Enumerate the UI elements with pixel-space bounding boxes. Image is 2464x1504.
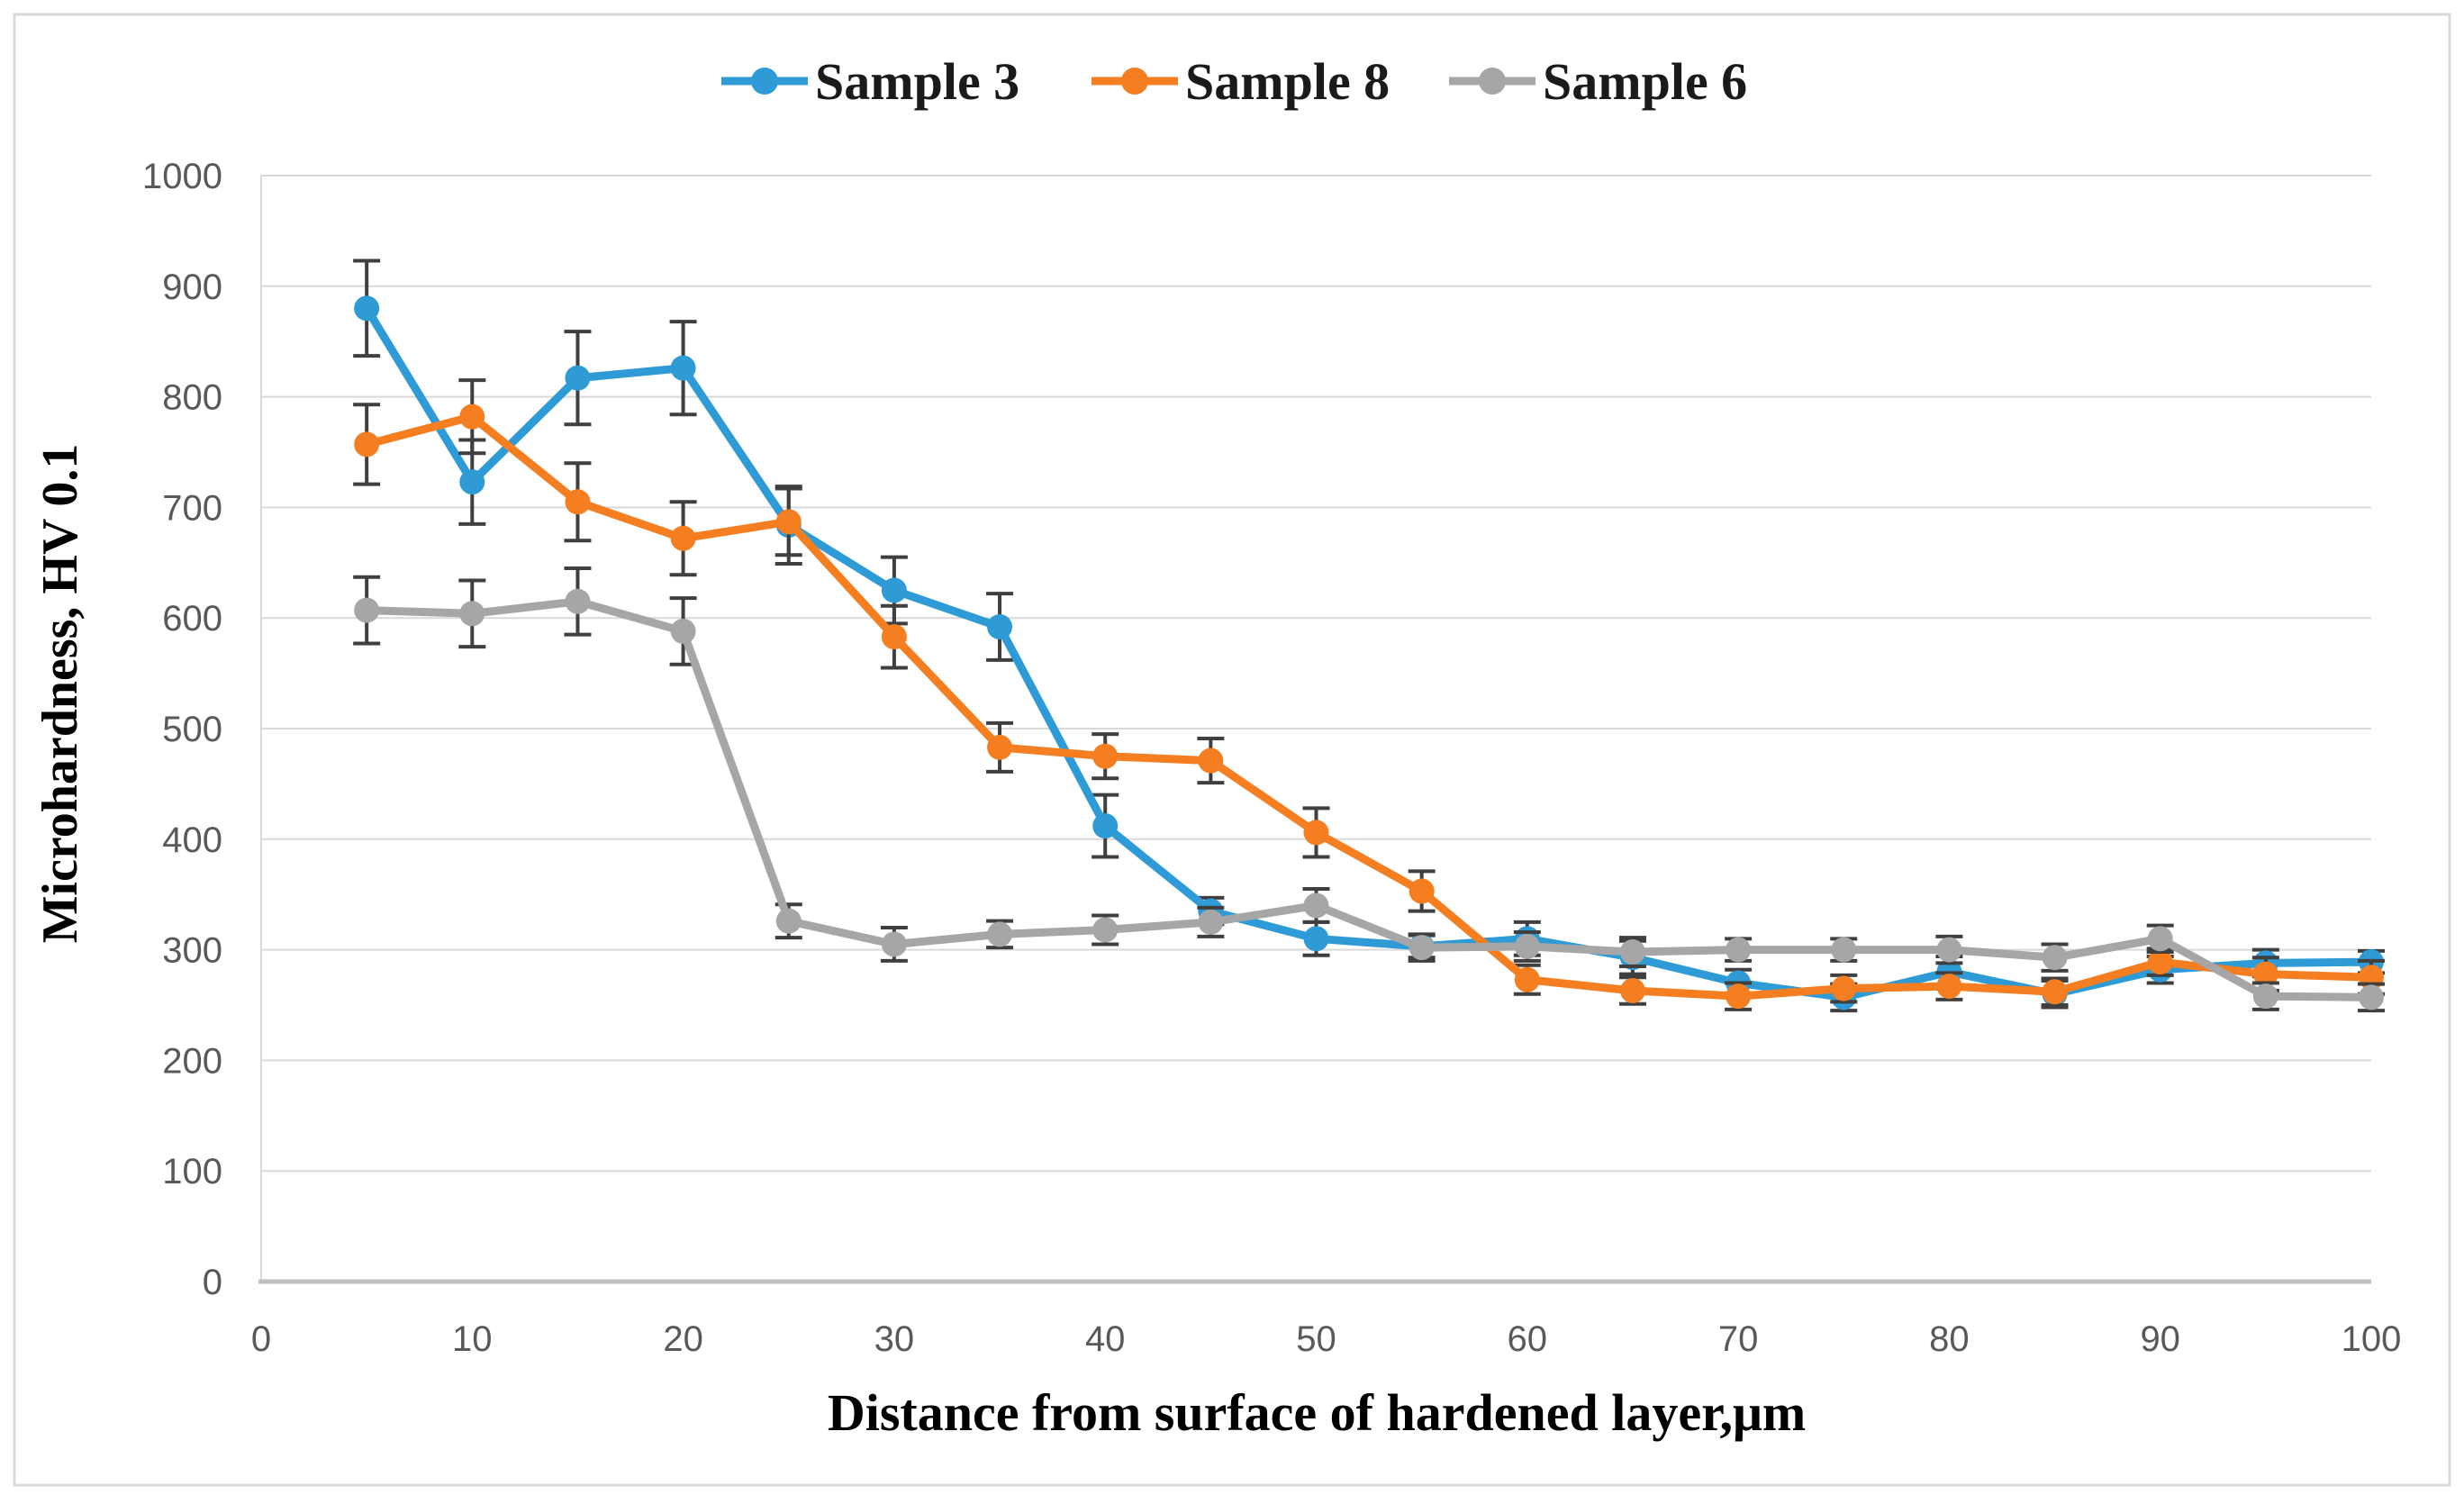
y-tick-label-1000: 1000 <box>142 157 222 196</box>
data-point-sample-8-80 <box>1936 974 1962 1000</box>
data-point-sample-6-35 <box>987 921 1013 947</box>
data-point-sample-8-15 <box>565 489 591 515</box>
legend-marker-sample-8 <box>1092 68 1178 95</box>
data-point-sample-8-50 <box>1303 820 1329 846</box>
axes-group <box>258 176 2371 1284</box>
y-tick-label-800: 800 <box>162 378 222 418</box>
data-point-sample-8-25 <box>775 509 802 535</box>
legend-dot <box>751 68 778 95</box>
data-point-sample-6-80 <box>1936 937 1962 963</box>
data-point-sample-6-95 <box>2252 983 2278 1010</box>
y-tick-label-200: 200 <box>162 1041 222 1081</box>
data-point-sample-3-30 <box>881 577 907 603</box>
x-tick-label-80: 80 <box>1929 1319 1970 1359</box>
data-point-sample-3-10 <box>459 469 485 495</box>
y-tick-label-600: 600 <box>162 599 222 639</box>
data-point-sample-3-20 <box>670 355 696 381</box>
data-point-sample-6-15 <box>565 588 591 614</box>
series-sample-6 <box>353 566 2385 1013</box>
data-point-sample-6-85 <box>2042 945 2068 971</box>
x-axis-title: Distance from surface of hardened layer,… <box>828 1383 1806 1442</box>
legend-marker-sample-6 <box>1449 68 1535 95</box>
data-point-sample-6-100 <box>2359 984 2384 1010</box>
data-point-sample-3-5 <box>354 295 380 322</box>
legend-marker-sample-3 <box>721 68 808 95</box>
y-tick-label-300: 300 <box>162 931 222 971</box>
x-tick-label-90: 90 <box>2140 1319 2180 1359</box>
y-tick-label-900: 900 <box>162 267 222 307</box>
data-point-sample-6-60 <box>1514 933 1540 959</box>
legend-markers <box>721 68 1535 95</box>
legend-dot <box>1121 68 1148 95</box>
legend-label-sample-6: Sample 6 <box>1543 52 1747 111</box>
series-sample-8 <box>353 378 2385 1011</box>
data-point-sample-8-75 <box>1831 975 1857 1001</box>
x-tick-label-20: 20 <box>663 1319 703 1359</box>
data-point-sample-8-5 <box>354 431 380 458</box>
data-point-sample-6-65 <box>1619 939 1645 965</box>
data-point-sample-3-40 <box>1092 813 1119 839</box>
data-point-sample-6-50 <box>1303 892 1329 919</box>
data-point-sample-6-70 <box>1726 937 1752 963</box>
figure-border <box>13 13 2451 1487</box>
series-sample-3 <box>353 258 2385 1013</box>
data-point-sample-6-25 <box>775 908 802 934</box>
data-point-sample-6-45 <box>1198 909 1224 935</box>
legend-label-sample-8: Sample 8 <box>1185 52 1390 111</box>
chart-legend: Sample 3 Sample 8 Sample 6 <box>721 52 1747 111</box>
x-tick-label-100: 100 <box>2342 1319 2402 1359</box>
data-point-sample-8-30 <box>881 624 907 650</box>
data-point-sample-3-15 <box>565 365 591 391</box>
data-point-sample-6-20 <box>670 618 696 644</box>
data-point-sample-3-50 <box>1303 926 1329 952</box>
data-point-sample-6-10 <box>459 601 485 627</box>
x-tick-label-70: 70 <box>1718 1319 1759 1359</box>
series-group <box>353 258 2385 1013</box>
data-point-sample-8-40 <box>1092 743 1119 769</box>
data-point-sample-8-10 <box>459 403 485 430</box>
x-tick-label-40: 40 <box>1085 1319 1126 1359</box>
data-point-sample-8-55 <box>1409 878 1435 904</box>
data-point-sample-3-35 <box>987 614 1013 640</box>
legend-dot <box>1479 68 1506 95</box>
data-point-sample-8-60 <box>1514 966 1540 992</box>
data-point-sample-8-70 <box>1726 983 1752 1010</box>
data-point-sample-6-30 <box>881 931 907 957</box>
line-sample-6 <box>362 597 2376 1001</box>
x-tick-label-50: 50 <box>1296 1319 1336 1359</box>
y-tick-label-0: 0 <box>203 1263 222 1302</box>
data-point-sample-8-65 <box>1619 978 1645 1004</box>
line-sample-3 <box>362 304 2376 1001</box>
data-point-sample-6-55 <box>1409 935 1435 961</box>
data-point-sample-6-90 <box>2147 926 2173 952</box>
data-point-sample-6-75 <box>1831 937 1857 963</box>
data-point-sample-8-45 <box>1198 747 1224 774</box>
data-point-sample-8-95 <box>2252 961 2278 987</box>
data-point-sample-8-90 <box>2147 949 2173 975</box>
data-point-sample-6-40 <box>1092 917 1119 943</box>
data-point-sample-8-85 <box>2042 979 2068 1005</box>
x-tick-label-30: 30 <box>874 1319 915 1359</box>
x-tick-label-60: 60 <box>1508 1319 1548 1359</box>
y-tick-label-700: 700 <box>162 488 222 528</box>
x-tick-label-10: 10 <box>452 1319 493 1359</box>
x-tick-label-0: 0 <box>251 1319 271 1359</box>
data-point-sample-8-35 <box>987 734 1013 760</box>
line-sample-8 <box>362 412 2376 1001</box>
y-tick-labels: 0 100 200 300 400 500 600 700 800 900 1000 <box>142 157 222 1302</box>
gridlines-group <box>261 175 2371 1173</box>
y-tick-label-500: 500 <box>162 710 222 749</box>
y-axis-title: Microhardness, HV 0.1 <box>32 444 88 944</box>
x-tick-labels: 0 10 20 30 40 50 60 70 80 90 100 <box>251 1319 2402 1359</box>
legend-label-sample-3: Sample 3 <box>815 52 1019 111</box>
y-tick-label-100: 100 <box>162 1152 222 1191</box>
data-point-sample-6-5 <box>354 597 380 623</box>
data-point-sample-8-20 <box>670 525 696 551</box>
y-tick-label-400: 400 <box>162 820 222 860</box>
